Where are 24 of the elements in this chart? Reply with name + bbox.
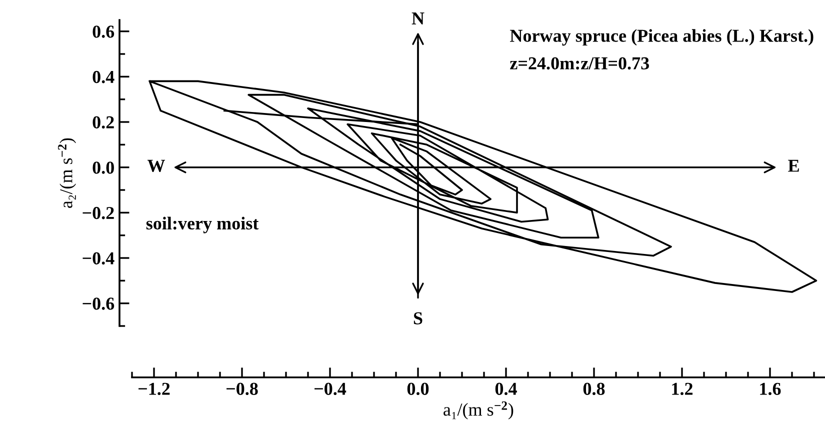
x-tick-label: −0.4 <box>314 382 346 396</box>
x-tick-label: −0.8 <box>226 382 258 396</box>
y-tick-label: 0.6 <box>92 26 114 38</box>
x-tick-label: −1.2 <box>138 382 170 396</box>
annotation: soil:very moist <box>146 216 259 234</box>
x-tick-label: 0.8 <box>583 382 605 396</box>
x-axis-title: a₁/(m s$^{−2}$) <box>444 401 514 420</box>
x-tick-label: 1.6 <box>760 382 781 396</box>
y-tick-label: 0.4 <box>92 70 114 84</box>
y-axis-title: a₂/(m s$^{−2}$) <box>58 138 76 208</box>
annotation: N <box>412 12 424 24</box>
annotation: W <box>147 160 165 172</box>
y-tick-label: 0.0 <box>92 162 114 174</box>
annotation: S <box>414 312 422 324</box>
annotation: E <box>788 160 799 172</box>
x-tick-label: 1.2 <box>672 382 693 396</box>
y-tick-label: −0.4 <box>82 252 114 265</box>
annotation: Norway spruce (Picea abies (L.) Karst.) <box>510 29 814 46</box>
y-tick-label: −0.2 <box>82 206 114 220</box>
x-tick-label: 0.0 <box>407 382 429 396</box>
annotation: z=24.0m:z/H=0.73 <box>510 57 649 70</box>
y-tick-label: 0.2 <box>92 116 114 129</box>
y-tick-label: −0.6 <box>82 298 114 310</box>
x-tick-label: 0.4 <box>495 382 517 396</box>
